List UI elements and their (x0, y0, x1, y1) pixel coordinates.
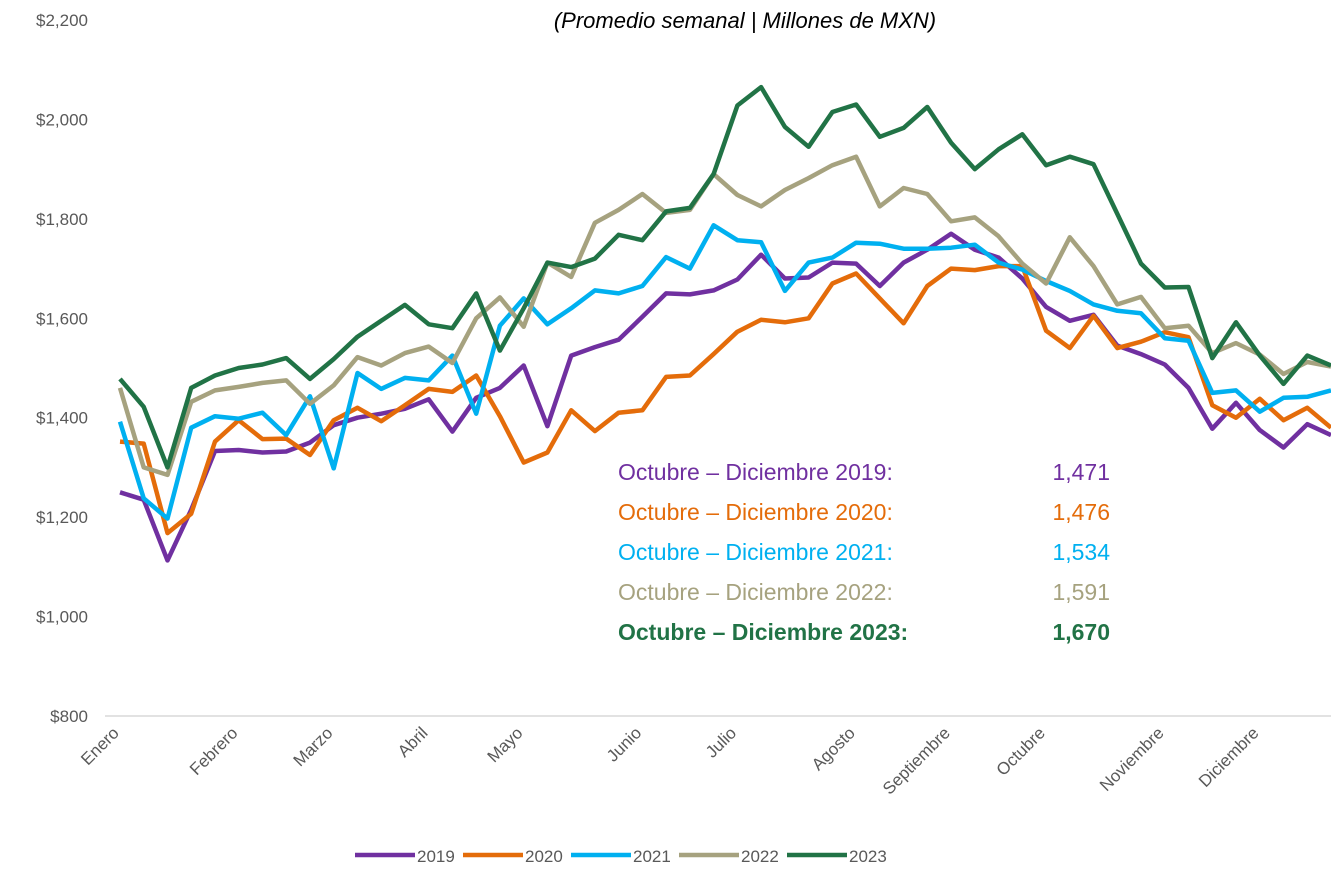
legend-label: 2019 (417, 847, 455, 866)
legend-label: 2020 (525, 847, 563, 866)
annotation-value: 1,591 (1052, 579, 1110, 605)
y-tick-label: $1,800 (36, 210, 88, 229)
annotation-value: 1,670 (1052, 619, 1110, 645)
series-line (117, 154, 1331, 478)
y-tick-label: $2,200 (36, 11, 88, 30)
annotation-value: 1,534 (1052, 539, 1110, 565)
x-tick-label: Noviembre (1096, 723, 1168, 795)
y-tick-label: $1,600 (36, 309, 88, 328)
y-tick-label: $800 (50, 707, 88, 726)
series-line (117, 223, 1331, 521)
x-tick-label: Diciembre (1195, 723, 1263, 791)
legend-label: 2022 (741, 847, 779, 866)
x-tick-label: Marzo (290, 723, 337, 770)
annotation-value: 1,476 (1052, 499, 1110, 525)
x-tick-label: Febrero (186, 723, 242, 779)
x-tick-label: Abril (394, 723, 431, 760)
y-tick-label: $1,000 (36, 608, 88, 627)
annotation-text: Octubre – Diciembre 2020: (618, 499, 893, 525)
chart-subtitle: (Promedio semanal | Millones de MXN) (554, 8, 936, 33)
annotation-text: Octubre – Diciembre 2021: (618, 539, 893, 565)
y-tick-label: $1,400 (36, 409, 88, 428)
annotation-text: Octubre – Diciembre 2023: (618, 619, 908, 645)
series-line (118, 84, 1331, 470)
x-tick-label: Enero (77, 723, 123, 769)
x-tick-label: Octubre (993, 723, 1049, 779)
x-tick-label: Septiembre (879, 723, 954, 798)
annotation-text: Octubre – Diciembre 2022: (618, 579, 893, 605)
annotation-text: Octubre – Diciembre 2019: (618, 459, 893, 485)
x-tick-label: Julio (702, 723, 740, 761)
legend-label: 2023 (849, 847, 887, 866)
annotation-value: 1,471 (1052, 459, 1110, 485)
y-tick-label: $2,000 (36, 110, 88, 129)
y-tick-label: $1,200 (36, 508, 88, 527)
legend-label: 2021 (633, 847, 671, 866)
x-tick-label: Agosto (808, 723, 859, 774)
x-tick-label: Junio (603, 723, 645, 765)
x-tick-label: Mayo (484, 723, 527, 766)
